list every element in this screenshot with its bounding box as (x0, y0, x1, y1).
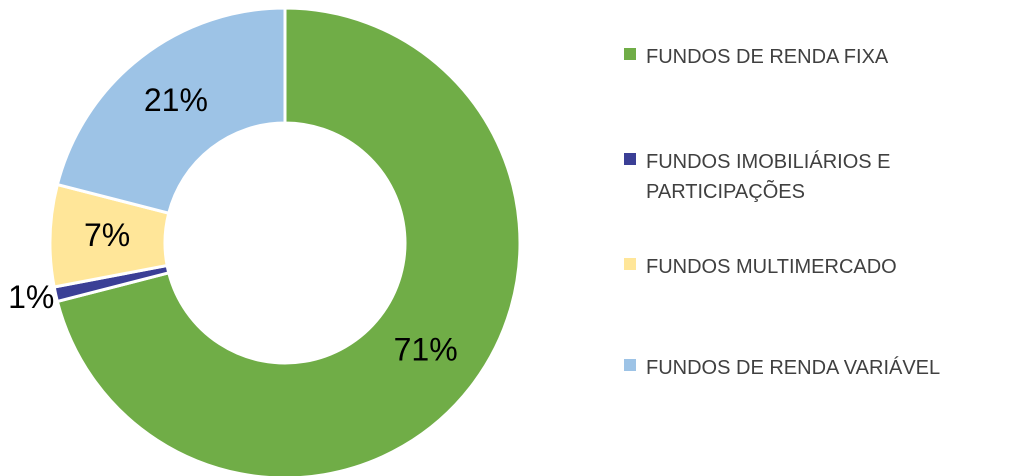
donut-slice (55, 6, 287, 215)
legend-item: FUNDOS DE RENDA FIXA (624, 42, 1036, 72)
legend-label: FUNDOS DE RENDA VARIÁVEL (646, 357, 941, 379)
legend-label: FUNDOS DE RENDA FIXA (646, 46, 889, 68)
legend-swatch (624, 48, 636, 60)
legend-label: FUNDOS IMOBILIÁRIOS E PARTICIPAÇÕES (646, 151, 891, 203)
data-label: 21% (144, 82, 208, 118)
legend-swatch (624, 153, 636, 165)
legend-swatch (624, 258, 636, 270)
legend-item: FUNDOS MULTIMERCADO (624, 252, 1036, 282)
legend-swatch (624, 359, 636, 371)
data-label: 7% (84, 217, 130, 253)
donut-slice (55, 6, 522, 476)
donut-chart: 71% 1% 7% 21% (8, 6, 522, 476)
legend-item: FUNDOS DE RENDA VARIÁVEL (624, 353, 1036, 383)
data-label: 1% (8, 279, 54, 315)
legend-label: FUNDOS MULTIMERCADO (646, 256, 897, 278)
legend-item: FUNDOS IMOBILIÁRIOS E PARTICIPAÇÕES (624, 147, 1036, 207)
data-label: 71% (394, 332, 458, 368)
